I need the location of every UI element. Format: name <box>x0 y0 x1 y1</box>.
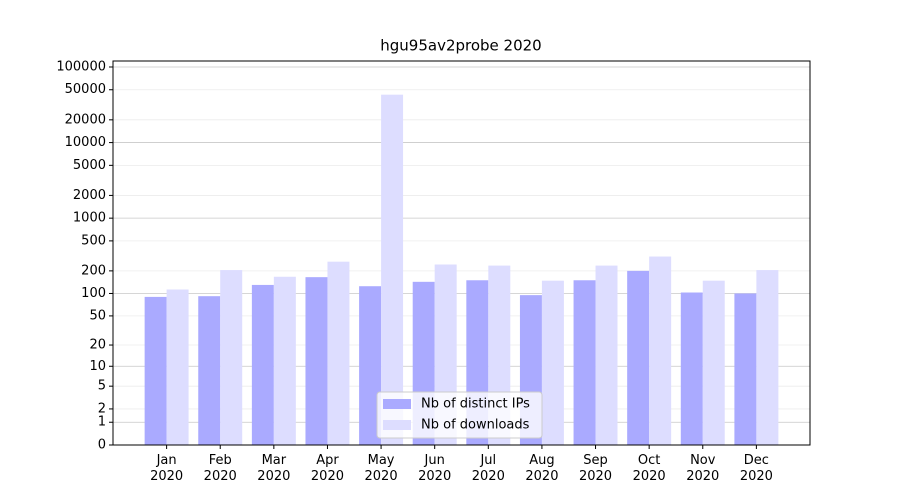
bar <box>166 289 189 445</box>
x-tick-label: Feb 2020 <box>203 453 237 484</box>
bar <box>327 261 350 445</box>
bar <box>305 277 328 445</box>
x-tick-label: Aug 2020 <box>525 453 559 484</box>
legend-frame <box>376 391 543 439</box>
y-tick-label: 50 <box>89 308 106 323</box>
axes-frame <box>112 60 811 446</box>
y-tick-label: 100 <box>81 286 106 301</box>
bar <box>220 270 243 445</box>
chart-title: hgu95av2probe 2020 <box>380 37 541 55</box>
y-tick-label: 2 <box>98 401 106 416</box>
x-tick-label: Jan 2020 <box>150 453 184 484</box>
bar <box>756 270 779 445</box>
legend-label: Nb of downloads <box>421 418 530 433</box>
legend-swatch <box>383 420 411 430</box>
bar <box>702 280 725 445</box>
y-tick-label: 1 <box>98 415 106 430</box>
bar <box>144 296 167 445</box>
bar <box>251 284 274 445</box>
y-tick-label: 2000 <box>73 188 106 203</box>
bar <box>595 265 618 445</box>
bar <box>273 276 296 445</box>
y-tick-label: 10 <box>89 359 106 374</box>
legend-label: Nb of distinct IPs <box>421 397 530 412</box>
x-tick-label: Mar 2020 <box>257 453 291 484</box>
y-tick-label: 200 <box>81 263 106 278</box>
legend: Nb of distinct IPs Nb of downloads <box>376 391 543 439</box>
y-tick-label: 5 <box>98 379 106 394</box>
bar <box>734 293 757 445</box>
bar <box>541 280 564 445</box>
x-tick-label: Apr 2020 <box>310 453 344 484</box>
x-tick-label: Oct 2020 <box>632 453 666 484</box>
x-tick-label: Jul 2020 <box>471 453 505 484</box>
y-tick-label: 1000 <box>73 211 106 226</box>
y-tick-label: 20000 <box>65 112 106 127</box>
bar <box>381 94 404 445</box>
bar <box>680 292 703 445</box>
x-tick-label: Jun 2020 <box>418 453 452 484</box>
bar <box>359 286 382 445</box>
y-tick-label: 5000 <box>73 158 106 173</box>
y-tick-label: 0 <box>98 438 106 453</box>
y-tick-label: 10000 <box>65 135 106 150</box>
bar <box>627 270 650 445</box>
legend-swatch <box>383 399 411 409</box>
x-tick-label: Nov 2020 <box>686 453 720 484</box>
x-tick-label: May 2020 <box>364 453 398 484</box>
y-tick-label: 500 <box>81 233 106 248</box>
bar <box>198 296 221 445</box>
y-tick-label: 50000 <box>65 82 106 97</box>
x-tick-label: Dec 2020 <box>739 453 773 484</box>
y-tick-label: 20 <box>89 338 106 353</box>
bar <box>649 256 672 445</box>
x-tick-label: Sep 2020 <box>578 453 613 484</box>
y-tick-label: 100000 <box>56 59 106 74</box>
bar <box>573 280 596 445</box>
